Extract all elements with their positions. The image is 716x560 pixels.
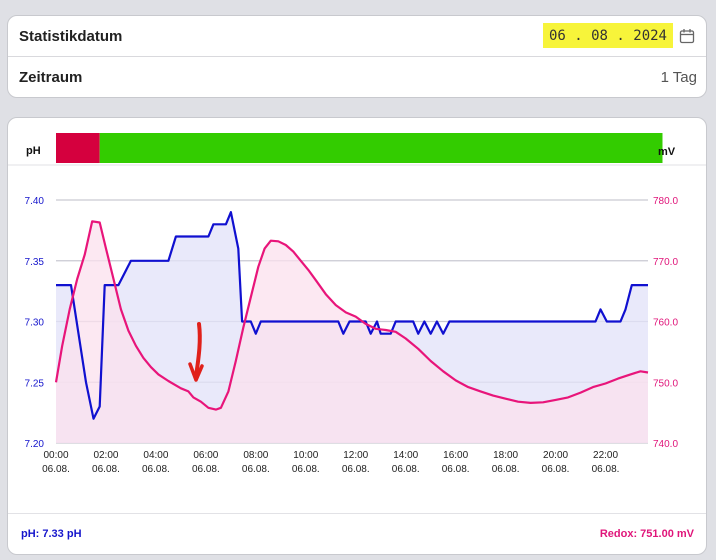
x-tick-time-label: 18:00 [493,450,518,461]
ph-readout: pH: 7.33 pH [21,528,82,540]
left-unit-label: pH [26,145,41,157]
x-tick-time-label: 06:00 [193,450,218,461]
y-right-tick-label: 750.0 [653,378,678,389]
x-tick-date-label: 06.08. [42,464,70,475]
x-tick-time-label: 12:00 [343,450,368,461]
y-right-tick-label: 740.0 [653,439,678,450]
y-right-tick-label: 760.0 [653,318,678,329]
x-tick-date-label: 06.08. [242,464,270,475]
series-lines [54,211,649,420]
x-tick-time-label: 00:00 [43,450,68,461]
x-tick-time-label: 02:00 [93,450,118,461]
statistics-date-label: Statistikdatum [19,27,123,45]
statistics-date-row: Statistikdatum 06 . 08 . 2024 [8,16,706,57]
line-chart: pH mV 7.20 7.25 7.30 7.35 7.40 740.0 750.0 760.0… [8,133,706,475]
calendar-icon[interactable] [679,28,695,44]
redox-readout: Redox: 751.00 mV [599,528,694,540]
y-left-tick-label: 7.40 [25,196,45,207]
y-right-tick-label: 770.0 [653,257,678,268]
period-row[interactable]: Zeitraum 1 Tag [8,57,706,97]
y-right-tick-label: 780.0 [653,196,678,207]
settings-card: Statistikdatum 06 . 08 . 2024 Zeitraum 1… [7,15,707,98]
x-tick-time-label: 08:00 [243,450,268,461]
right-unit-label: mV [658,146,676,158]
x-tick-time-label: 16:00 [443,450,468,461]
y-left-tick-label: 7.25 [25,378,45,389]
x-tick-date-label: 06.08. [142,464,170,475]
x-tick-date-label: 06.08. [592,464,620,475]
x-tick-date-label: 06.08. [492,464,520,475]
x-tick-time-label: 22:00 [593,450,618,461]
status-segment [99,133,663,163]
x-tick-date-label: 06.08. [292,464,320,475]
chart-card: pH mV 7.20 7.25 7.30 7.35 7.40 740.0 750.0 760.0… [7,117,707,555]
x-tick-date-label: 06.08. [192,464,220,475]
x-tick-time-label: 20:00 [543,450,568,461]
y-left-tick-label: 7.30 [25,318,45,329]
period-label: Zeitraum [19,68,83,86]
red-arrow-icon [194,322,202,378]
status-header: pH mV [8,133,706,166]
x-tick-date-label: 06.08. [542,464,570,475]
red-arrow-head [188,362,204,382]
x-tick-date-label: 06.08. [342,464,370,475]
annotation [188,322,204,382]
footer-divider [8,513,706,514]
x-tick-time-label: 14:00 [393,450,418,461]
x-tick-date-label: 06.08. [392,464,420,475]
axis-labels: 7.20 7.25 7.30 7.35 7.40 740.0 750.0 760.0 770.0… [25,196,679,475]
date-input[interactable]: 06 . 08 . 2024 [542,23,673,48]
series-area-right [56,221,648,443]
series-line-left [56,211,648,420]
x-tick-date-label: 06.08. [92,464,120,475]
status-segment [56,133,100,163]
x-tick-time-label: 04:00 [143,450,168,461]
period-value[interactable]: 1 Tag [660,68,697,86]
x-tick-time-label: 10:00 [293,450,318,461]
y-left-tick-label: 7.35 [25,257,45,268]
series-line-right [54,220,649,411]
x-tick-date-label: 06.08. [442,464,470,475]
y-left-tick-label: 7.20 [25,439,45,450]
series-fills [56,212,648,443]
